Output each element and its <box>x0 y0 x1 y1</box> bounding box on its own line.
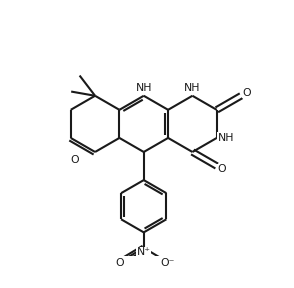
Text: NH: NH <box>218 133 234 143</box>
Text: O: O <box>115 258 124 268</box>
Text: N⁺: N⁺ <box>137 247 151 257</box>
Text: NH: NH <box>136 83 152 93</box>
Text: O⁻: O⁻ <box>161 258 175 268</box>
Text: O: O <box>242 88 251 98</box>
Text: O: O <box>70 155 79 165</box>
Text: NH: NH <box>184 83 201 93</box>
Text: O: O <box>218 164 226 174</box>
